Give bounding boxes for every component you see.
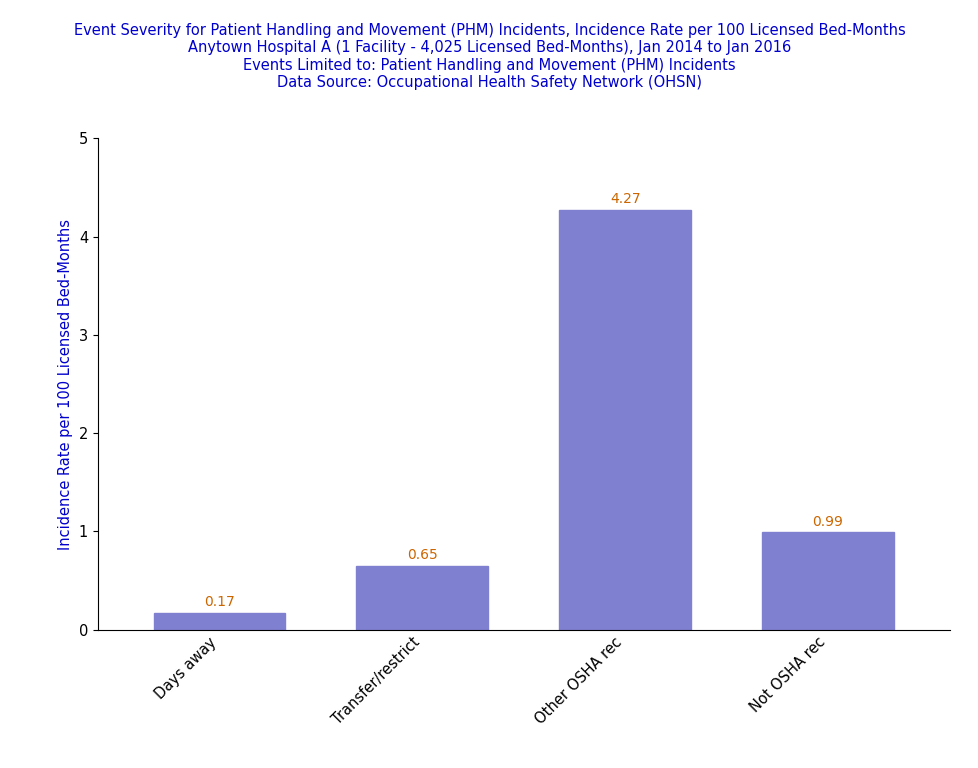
Bar	[356, 566, 488, 630]
Text: 4.27: 4.27	[609, 192, 640, 206]
Y-axis label: Incidence Rate per 100 Licensed Bed-Months: Incidence Rate per 100 Licensed Bed-Mont…	[58, 219, 73, 549]
Text: 0.99: 0.99	[812, 515, 842, 528]
Bar	[558, 210, 690, 630]
Bar	[761, 532, 893, 630]
Text: Event Severity for Patient Handling and Movement (PHM) Incidents, Incidence Rate: Event Severity for Patient Handling and …	[73, 23, 905, 91]
Text: 0.65: 0.65	[407, 548, 437, 562]
Bar	[154, 613, 286, 630]
Text: 0.17: 0.17	[204, 595, 235, 609]
